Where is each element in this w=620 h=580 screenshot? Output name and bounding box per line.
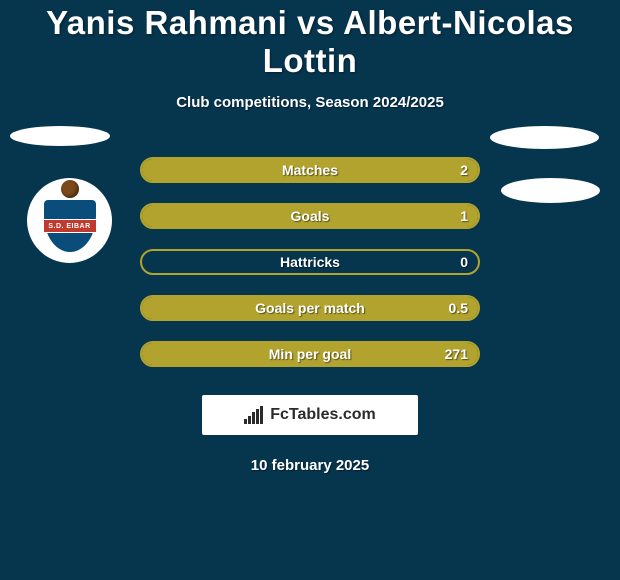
badge-text: S.D. EIBAR: [44, 219, 96, 233]
decor-ellipse-right-mid: [501, 178, 600, 203]
date-label: 10 february 2025: [0, 457, 620, 474]
stat-label: Min per goal: [269, 346, 351, 362]
stat-row: Min per goal 271: [140, 341, 480, 367]
decor-ellipse-right-top: [490, 126, 599, 149]
barchart-icon: [244, 406, 264, 424]
brand-box[interactable]: FcTables.com: [202, 395, 418, 435]
stat-row: Hattricks 0: [140, 249, 480, 275]
stat-value: 1: [460, 208, 468, 224]
page-title: Yanis Rahmani vs Albert-Nicolas Lottin: [0, 0, 620, 80]
subtitle: Club competitions, Season 2024/2025: [0, 94, 620, 111]
shield-icon: S.D. EIBAR: [44, 190, 96, 252]
stat-value: 2: [460, 162, 468, 178]
stat-label: Matches: [282, 162, 338, 178]
stat-value: 0.5: [449, 300, 468, 316]
stat-value: 271: [445, 346, 468, 362]
brand-text: FcTables.com: [270, 406, 376, 424]
decor-ellipse-left-top: [10, 126, 110, 146]
stat-row: Goals 1: [140, 203, 480, 229]
stat-label: Hattricks: [280, 254, 340, 270]
stat-row: Goals per match 0.5: [140, 295, 480, 321]
stat-value: 0: [460, 254, 468, 270]
stat-label: Goals per match: [255, 300, 365, 316]
team-badge: S.D. EIBAR: [27, 178, 112, 263]
stat-row: Matches 2: [140, 157, 480, 183]
stat-label: Goals: [291, 208, 330, 224]
